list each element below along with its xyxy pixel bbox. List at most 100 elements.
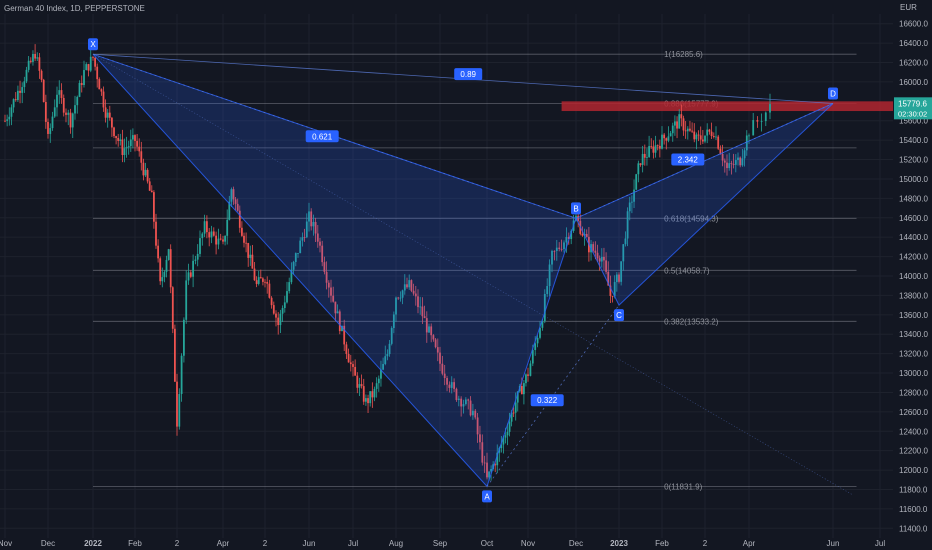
candle-body [633, 189, 635, 202]
candle-body [44, 102, 47, 122]
candle-body [117, 137, 120, 141]
candle-body [65, 112, 67, 115]
candle-body [745, 135, 748, 151]
candle-body [325, 271, 328, 283]
y-tick-label: 14600.0 [899, 214, 928, 223]
candle-body [613, 282, 616, 297]
target-zone [561, 101, 893, 112]
candle-body [510, 412, 513, 422]
candle-body [399, 297, 402, 299]
candle-body [238, 210, 241, 228]
candle-body [706, 129, 709, 136]
candle-body [121, 139, 124, 156]
candle-body [388, 343, 391, 355]
candle-body [94, 57, 96, 67]
candle-body [183, 319, 185, 356]
candle-body [425, 318, 428, 333]
y-axis-bg [893, 0, 932, 550]
chart-title: German 40 Index, 1D, PEPPERSTONE [4, 4, 145, 13]
candle-body [236, 203, 239, 211]
candle-body [708, 129, 711, 132]
line-projection [92, 53, 852, 495]
candle-body [305, 221, 308, 238]
candle-body [4, 120, 6, 122]
candle-body [600, 256, 603, 262]
y-tick-label: 14200.0 [899, 253, 928, 262]
candle-body [504, 435, 507, 438]
candle-body [290, 269, 293, 283]
candle-body [441, 363, 444, 374]
candle-body [241, 227, 243, 236]
candle-body [303, 237, 306, 239]
candle-body [605, 260, 607, 272]
candle-body [345, 344, 348, 354]
candle-body [159, 258, 162, 282]
candle-body [523, 383, 525, 395]
line-ac [486, 304, 620, 487]
candle-body [734, 160, 737, 165]
candle-body [319, 241, 321, 246]
candle-body [414, 293, 417, 297]
candle-body [661, 134, 663, 149]
candle-body [146, 169, 149, 182]
ratio-badge [305, 130, 339, 143]
candle-body [560, 248, 563, 250]
candle-body [741, 158, 744, 166]
x-tick-label: Nov [0, 539, 12, 548]
candle-body [360, 384, 363, 387]
y-tick-label: 14800.0 [899, 194, 928, 203]
candle-body [127, 146, 130, 148]
candle-body [60, 90, 63, 98]
candle-body [371, 391, 374, 398]
candle-body [288, 282, 291, 292]
candle-body [663, 134, 666, 139]
candle-body [446, 378, 448, 385]
current-price-badge [894, 97, 932, 120]
ratio-label: 0.621 [312, 132, 333, 141]
candles [4, 44, 771, 482]
candle-body [539, 327, 541, 338]
candle-body [710, 131, 713, 136]
candle-body [558, 247, 561, 249]
candle-body [739, 157, 742, 166]
candle-body [650, 146, 653, 147]
candle-body [215, 235, 217, 245]
candle-body [201, 233, 204, 239]
candle-body [567, 237, 570, 240]
y-tick-label: 15600.0 [899, 117, 928, 126]
candle-body [382, 364, 384, 370]
candle-body [32, 53, 34, 62]
candle-body [596, 252, 599, 259]
candle-body [266, 282, 269, 284]
candle-body [403, 284, 406, 291]
fib-label: 0.618(14594.3) [664, 214, 719, 223]
candle-body [769, 104, 771, 113]
harmonic-pattern: 0.89 0.621 0.322 2.342 X A B C D [88, 38, 852, 503]
candle-body [682, 118, 685, 131]
candle-body [98, 79, 101, 90]
y-tick-label: 13800.0 [899, 291, 928, 300]
fib-label: 0.382(13533.2) [664, 317, 719, 326]
grid [0, 14, 893, 538]
candle-body [281, 308, 284, 314]
candle-body [343, 325, 346, 345]
candle-body [448, 384, 451, 388]
candle-body [512, 412, 515, 414]
candle-body [481, 442, 484, 463]
x-tick-label: 2 [175, 539, 180, 548]
candle-body [102, 91, 105, 108]
candle-body [529, 363, 532, 376]
candle-body [100, 89, 103, 92]
candle-body [148, 181, 151, 191]
candle-body [111, 117, 113, 128]
candle-body [652, 146, 655, 153]
candle-body [308, 211, 310, 222]
candle-body [737, 157, 739, 161]
candle-body [508, 421, 511, 432]
candle-body [247, 242, 250, 258]
y-tick-label: 14400.0 [899, 233, 928, 242]
candle-body [301, 237, 304, 241]
y-tick-label: 15400.0 [899, 136, 928, 145]
y-tick-label: 11600.0 [899, 505, 928, 514]
